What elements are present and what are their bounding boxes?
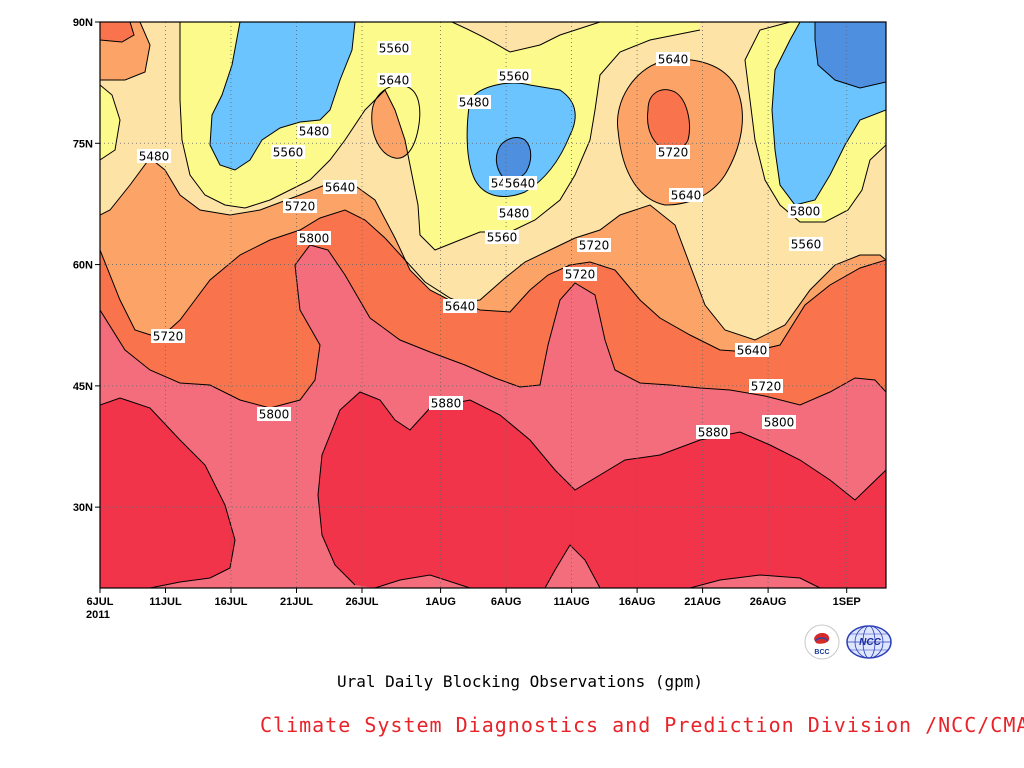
contour-label-box (749, 379, 783, 393)
band-5400-5480-a (210, 22, 355, 170)
contour-label-box (137, 149, 171, 163)
contour-label: 5640 (325, 181, 356, 195)
contour-label: 5800 (764, 416, 795, 430)
contour-label: 5640 (658, 53, 689, 67)
contour-label-box (429, 396, 463, 410)
ncc-logo-text: NCC (859, 637, 881, 648)
contour-label: 5560 (273, 146, 304, 160)
x-tick-label: 6JUL (87, 596, 114, 608)
y-tick-label: 75N (73, 138, 93, 150)
y-tick-label: 90N (73, 17, 93, 29)
contour-label-box (656, 52, 690, 66)
contour-label: 5720 (658, 146, 689, 160)
band-5720-5800-island-a (647, 89, 690, 150)
contour-label: 5720 (565, 268, 596, 282)
contour-label: 5720 (153, 330, 184, 344)
contour-label-box (789, 237, 823, 251)
band-5720-5800-island-b (100, 22, 134, 42)
contour-label: 5480 (459, 96, 490, 110)
contour-label: 5560 (791, 238, 822, 252)
y-tick-label: 30N (73, 502, 93, 514)
contour-label: 5880 (698, 426, 729, 440)
bcc-logo-text: BCC (814, 649, 829, 656)
x-axis-year-label: 2011 (86, 609, 110, 621)
contour-label: 5560 (379, 42, 410, 56)
x-tick-label: 1SEP (833, 596, 861, 608)
y-axis: 90N 75N 60N 45N 30N (73, 17, 100, 514)
x-tick-label: 26AUG (750, 596, 787, 608)
contour-label: 5640 (379, 74, 410, 88)
contour-label-box (735, 343, 769, 357)
contour-label: 5720 (579, 239, 610, 253)
contour-label: 5560 (499, 70, 530, 84)
contour-label-box (563, 267, 597, 281)
contour-label-box (788, 204, 822, 218)
contour-label-box (497, 206, 531, 220)
contour-label-box (696, 425, 730, 439)
credit-line: Climate System Diagnostics and Predictio… (260, 713, 1024, 737)
contour-label: 5640 (737, 344, 768, 358)
y-tick-label: 45N (73, 381, 93, 393)
contour-labels: 5560 5640 5480 5560 5480 5640 5720 5640 5560 5480… (137, 41, 823, 440)
x-tick-label: 21JUL (280, 596, 313, 608)
x-axis: 6JUL 11JUL 16JUL 21JUL 26JUL 1AUG 6AUG 11AUG 16A… (87, 588, 861, 608)
contour-label-box (377, 73, 411, 87)
contour-label-box (503, 176, 537, 190)
grid (100, 22, 886, 588)
x-tick-label: 1AUG (425, 596, 456, 608)
y-tick-label: 60N (73, 260, 93, 272)
contour-label-box (669, 188, 703, 202)
contour-label-box (656, 145, 690, 159)
band-above-5880 (100, 392, 886, 588)
band-below-5400-a (496, 137, 531, 180)
contour-label: 5640 (671, 189, 702, 203)
contour-label: 5800 (790, 205, 821, 219)
contour-label-box (762, 415, 796, 429)
x-tick-label: 6AUG (491, 596, 522, 608)
band-below-5400-b (815, 22, 886, 88)
x-tick-label: 16JUL (214, 596, 247, 608)
contour-label-box (497, 69, 531, 83)
ncc-logo: NCC (846, 625, 892, 659)
contour-label-box (443, 299, 477, 313)
contour-label: 5720 (285, 200, 316, 214)
contour-label-box (283, 199, 317, 213)
plot-frame (99, 21, 887, 589)
bcc-logo: BCC (804, 624, 840, 660)
contour-label: 5800 (299, 232, 330, 246)
contour-label: 5640 (505, 177, 536, 191)
band-5480-5560-c (100, 85, 120, 160)
contour-label: 5480 (499, 207, 530, 221)
contour-label-box (271, 145, 305, 159)
contour-label: 5880 (431, 397, 462, 411)
contour-label-box (485, 230, 519, 244)
x-tick-label: 21AUG (684, 596, 721, 608)
x-tick-label: 26JUL (345, 596, 378, 608)
contour-label: 5720 (751, 380, 782, 394)
x-tick-label: 11JUL (149, 596, 182, 608)
contour-label: 5560 (487, 231, 518, 245)
x-tick-label: 16AUG (619, 596, 656, 608)
contour-label-box (151, 329, 185, 343)
contour-label: 5640 (445, 300, 476, 314)
contour-label: 5480 (299, 125, 330, 139)
contour-label-box (297, 231, 331, 245)
contour-label-box (377, 41, 411, 55)
contour-label: 5800 (259, 408, 290, 422)
chart-subtitle: Ural Daily Blocking Observations (gpm) (336, 672, 704, 691)
contour-label-box (577, 238, 611, 252)
contour-label-box (457, 95, 491, 109)
contour-label-box (257, 407, 291, 421)
x-tick-label: 11AUG (554, 596, 590, 608)
contour-label-box (323, 180, 357, 194)
contour-label: 5480 (139, 150, 170, 164)
contour-label-box (297, 124, 331, 138)
